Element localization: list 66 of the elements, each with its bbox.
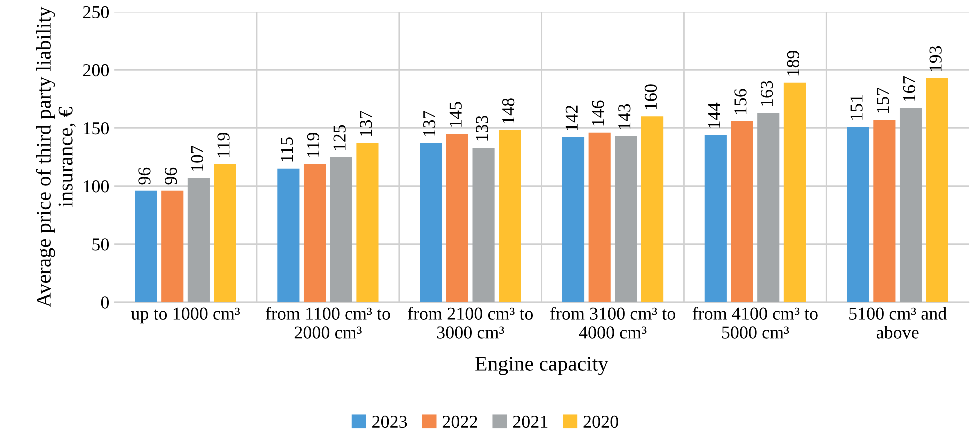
bar: [330, 157, 352, 302]
bar: [420, 143, 442, 302]
data-label: 157: [877, 88, 890, 113]
x-tick-label: from 2100 cm³ to 3000 cm³: [408, 307, 534, 339]
x-tick-label: from 3100 cm³ to 4000 cm³: [550, 307, 676, 339]
bar: [704, 135, 727, 302]
data-label: 167: [903, 76, 916, 102]
data-label: 142: [566, 106, 578, 130]
y-tick-label: 200: [83, 64, 110, 77]
bar: [784, 82, 806, 302]
x-tick-label: from 4100 cm³ to 5000 cm³: [692, 307, 818, 339]
y-tick-label: 150: [84, 122, 110, 135]
bar: [472, 148, 495, 302]
bar: [847, 127, 870, 302]
bar: [926, 78, 948, 302]
bar: [731, 121, 754, 302]
data-label: 107: [191, 146, 204, 172]
legend-label: 2022: [442, 416, 478, 428]
bar: [356, 143, 379, 302]
data-label: 115: [281, 138, 294, 162]
data-label: 144: [708, 102, 720, 128]
legend-label: 2020: [584, 416, 618, 428]
bar: [162, 190, 184, 302]
bar: [758, 113, 780, 302]
bar: [446, 134, 468, 302]
bar: [278, 168, 300, 302]
y-tick-label: 50: [92, 238, 110, 251]
bar: [188, 178, 210, 302]
bar: [588, 132, 611, 302]
data-label: 146: [592, 100, 604, 126]
bar: [615, 136, 638, 302]
legend-label: 2023: [372, 416, 408, 428]
x-tick-label: 5100 cm³ and above: [850, 307, 947, 339]
data-label: 137: [360, 111, 372, 136]
y-axis-title: Average price of third party liability insurance, €: [36, 6, 76, 308]
y-tick-label: 100: [84, 180, 110, 193]
bar: [135, 190, 158, 302]
data-label: 145: [450, 102, 462, 127]
bar: [499, 130, 522, 302]
data-label: 189: [787, 51, 800, 76]
data-label: 133: [476, 116, 488, 141]
data-label: 156: [734, 89, 747, 114]
data-label: 193: [930, 46, 942, 72]
y-tick-label: 250: [83, 6, 110, 19]
data-label: 125: [334, 125, 346, 150]
data-label: 96: [138, 168, 151, 185]
bar: [874, 120, 896, 302]
y-tick-label: 0: [101, 296, 110, 309]
legend-label: 2021: [513, 416, 548, 428]
x-tick-label: from 1100 cm³ to 2000 cm³: [266, 307, 390, 339]
bar: [562, 138, 585, 302]
x-axis-title: Engine capacity: [476, 357, 609, 376]
bar: [304, 164, 326, 302]
data-label: 151: [850, 96, 863, 120]
data-label: 137: [423, 111, 436, 136]
data-label: 119: [218, 132, 230, 158]
data-label: 163: [760, 81, 774, 106]
data-label: 160: [644, 84, 658, 110]
x-tick-label: up to 1000 cm³: [131, 308, 240, 324]
data-label: 119: [307, 132, 320, 158]
data-label: 96: [164, 168, 178, 185]
bar: [900, 108, 922, 302]
bar: [642, 116, 664, 302]
bar: [214, 164, 236, 302]
data-label: 143: [618, 104, 631, 130]
data-label: 148: [502, 98, 515, 124]
